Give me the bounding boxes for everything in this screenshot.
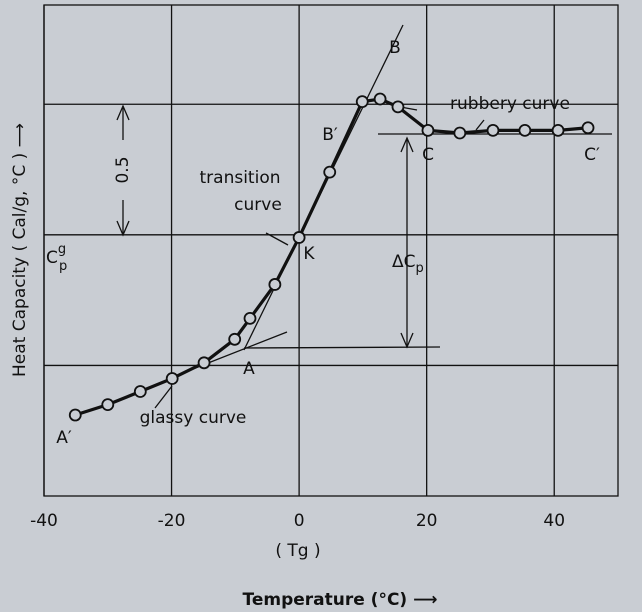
label-c: C (422, 145, 434, 165)
glassy-pointer (154, 385, 173, 409)
dcp-arrowheads (400, 136, 414, 349)
data-point (292, 231, 306, 244)
label-k: K (303, 244, 315, 264)
label-a-prime: A′ (56, 428, 72, 448)
data-point (133, 385, 147, 398)
data-point (228, 332, 242, 346)
data-point (453, 126, 467, 140)
y-axis-label: Heat Capacity ( Cal/g, °C ) ⟶ (10, 123, 30, 377)
data-point (551, 123, 565, 137)
label-c-prime: C′ (584, 145, 600, 165)
glassy-label: glassy curve (140, 408, 247, 428)
cpg-label: Cg p (46, 242, 67, 274)
data-point (518, 123, 532, 137)
cpg-sup: g (58, 242, 66, 257)
half-label: 0.5 (113, 156, 133, 183)
label-b: B (389, 38, 401, 58)
x-tick-label: -40 (30, 511, 58, 531)
data-point (355, 95, 369, 109)
label-a: A (243, 359, 255, 379)
rubbery-pointer (475, 119, 485, 131)
x-sublabel: ( Tg ) (275, 541, 320, 561)
data-point (197, 356, 211, 370)
data-point (373, 92, 387, 106)
data-point (391, 100, 405, 114)
label-b-prime: B′ (322, 125, 338, 145)
transition-label: transition (200, 168, 281, 188)
data-point (486, 123, 500, 137)
dcp-sub: p (416, 261, 424, 276)
x-tick-label: -20 (158, 511, 186, 531)
data-point (323, 165, 337, 179)
dcp-base: ΔC (392, 252, 416, 272)
x-tick-label: 0 (294, 511, 305, 531)
data-point (165, 372, 179, 385)
data-point (268, 278, 282, 291)
cpg-base: C (46, 248, 58, 268)
data-point (101, 398, 115, 411)
data-point (243, 312, 257, 325)
data-point (581, 121, 595, 135)
dcp-label: ΔCp (392, 252, 424, 276)
data-point (68, 408, 82, 422)
x-axis-label: Temperature (°C) ⟶ (242, 590, 437, 610)
transition-label: curve (234, 195, 282, 215)
cpg-sub: p (59, 259, 67, 274)
data-point (421, 123, 435, 137)
x-tick-label: 20 (416, 511, 438, 531)
x-tick-label: 40 (543, 511, 565, 531)
